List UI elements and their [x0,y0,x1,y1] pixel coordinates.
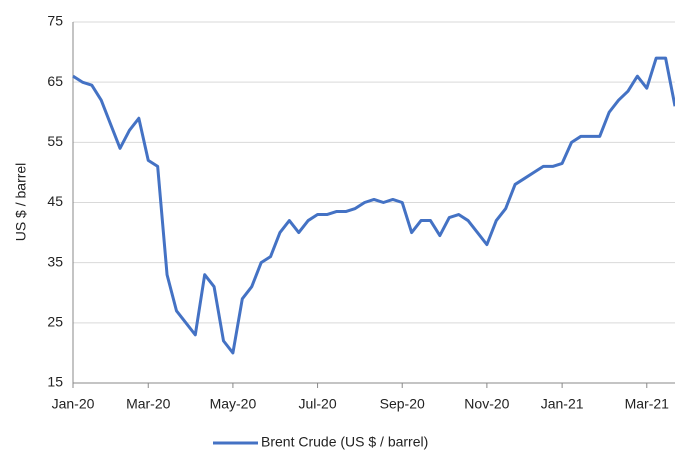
y-tick-label: 65 [47,73,63,89]
y-axis-title: US $ / barrel [13,163,29,242]
x-tick-label: Jan-20 [52,396,95,412]
x-tick-label: Nov-20 [464,396,509,412]
x-tick-label: Mar-20 [126,396,171,412]
x-tick-label: May-20 [210,396,257,412]
legend-label: Brent Crude (US $ / barrel) [261,434,428,450]
x-tick-label: Sep-20 [380,396,425,412]
y-tick-label: 75 [47,13,63,29]
x-tick-label: Mar-21 [625,396,670,412]
x-tick-label: Jan-21 [541,396,584,412]
y-tick-label: 15 [47,374,63,390]
x-tick-label: Jul-20 [298,396,336,412]
y-tick-label: 45 [47,193,63,209]
y-tick-label: 25 [47,314,63,330]
y-tick-label: 35 [47,253,63,269]
y-tick-label: 55 [47,133,63,149]
data-line [72,56,675,355]
